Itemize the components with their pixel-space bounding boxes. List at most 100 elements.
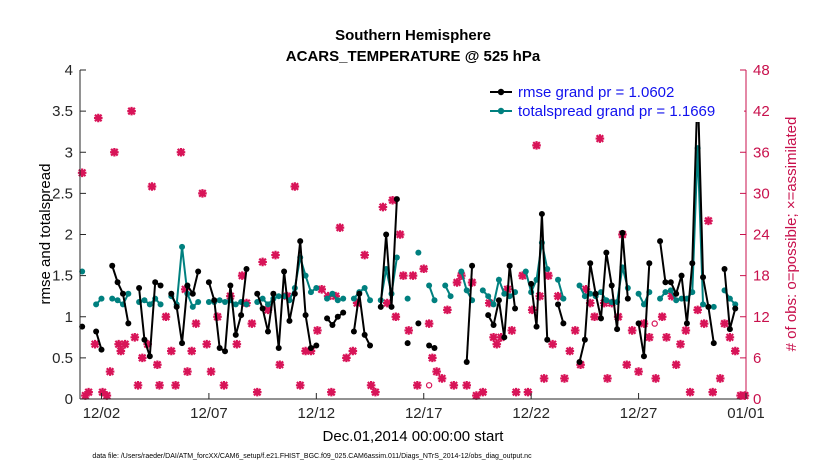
rmse-point (495, 297, 502, 304)
rmse-point (469, 262, 476, 269)
obs-assimilated-marker (133, 381, 143, 390)
obs-assimilated-marker (645, 333, 654, 342)
obs-assimilated-marker (180, 285, 190, 294)
obs-assimilated-x (639, 319, 649, 328)
rmse-point (350, 328, 357, 335)
obs-assimilated-x (595, 134, 605, 143)
obs-assimilated-marker (147, 182, 157, 191)
obs-assimilated-x (290, 182, 300, 191)
obs-assimilated-marker (492, 339, 502, 349)
obs-assimilated-x (715, 374, 725, 383)
spread-point (560, 295, 567, 302)
obs-assimilated-x (306, 346, 316, 356)
obs-assimilated-x (395, 230, 405, 239)
obs-assimilated-marker (399, 271, 408, 280)
y-tick-label: 2.5 (52, 185, 73, 202)
y-tick-label: 0 (65, 391, 73, 408)
rmse-point (243, 266, 250, 273)
rmse-point (533, 323, 540, 330)
rmse-point (673, 290, 680, 297)
obs-assimilated-marker (187, 346, 197, 356)
obs-assimilated-marker (327, 387, 336, 397)
obs-assimilated-x (725, 333, 735, 342)
obs-assimilated-x (437, 374, 447, 383)
rmse-point (635, 320, 642, 327)
rmse-point (227, 282, 234, 289)
rmse-point (721, 266, 728, 273)
obs-assimilated-x (77, 168, 87, 178)
spread-point (361, 284, 368, 291)
rmse-point (195, 268, 202, 275)
obs-assimilated-marker (544, 271, 553, 280)
obs-assimilated-marker (143, 339, 152, 349)
rmse-point (157, 282, 164, 289)
spread-point (555, 276, 562, 283)
obs-assimilated-marker (518, 271, 527, 280)
obs-assimilated-marker (428, 353, 437, 363)
obs-assimilated-x (720, 319, 729, 328)
obs-assimilated-marker (290, 182, 300, 191)
rmse-point (528, 280, 535, 287)
y2-tick-label: 24 (753, 227, 770, 244)
spread-point (710, 303, 717, 310)
obs-assimilated-marker (590, 312, 599, 322)
legend: rmse grand pr = 1.0602 totalspread grand… (486, 76, 744, 122)
rmse-point (506, 262, 513, 269)
y-tick-label: 3 (65, 144, 73, 161)
obs-assimilated-x (565, 346, 575, 356)
y2-tick-label: 12 (753, 309, 770, 326)
obs-assimilated-marker (130, 333, 140, 342)
chart-subtitle: ACARS_TEMPERATURE @ 525 hPa (286, 48, 541, 65)
rmse-point (324, 315, 331, 322)
obs-assimilated-x (206, 367, 216, 376)
obs-assimilated-x (388, 195, 397, 205)
obs-assimilated-x (90, 339, 100, 349)
rmse-point (683, 320, 690, 327)
obs-assimilated-marker (167, 346, 176, 356)
spread-point (657, 295, 664, 302)
obs-assimilated-x (399, 271, 408, 280)
spread-point (216, 297, 223, 304)
obs-assimilated-x (191, 319, 201, 328)
obs-assimilated-x (93, 113, 103, 123)
obs-assimilated-marker (81, 391, 90, 400)
obs-assimilated-x (102, 391, 112, 400)
rmse-point (587, 260, 594, 267)
obs-assimilated-x (432, 367, 441, 376)
rmse-point (388, 303, 395, 310)
x-tick-label: 12/17 (405, 405, 443, 422)
obs-assimilated-x (704, 216, 713, 226)
obs-assimilated-marker (155, 381, 164, 390)
rmse-line-segment (578, 232, 629, 363)
obs-assimilated-marker (198, 189, 207, 198)
obs-assimilated-x (560, 374, 569, 383)
spread-point (667, 287, 674, 294)
obs-assimilated-x (147, 182, 157, 191)
y2-tick-label: 0 (753, 391, 761, 408)
obs-assimilated-marker (371, 387, 380, 397)
obs-assimilated-x (360, 250, 369, 260)
obs-assimilated-x (143, 339, 152, 349)
obs-assimilated-marker (715, 374, 725, 383)
obs-assimilated-marker (219, 381, 229, 390)
obs-assimilated-marker (599, 298, 609, 308)
spread-line-segment (557, 279, 565, 299)
rmse-point (377, 303, 384, 310)
obs-assimilated-marker (462, 381, 471, 390)
obs-assimilated-x (378, 202, 388, 212)
obs-assimilated-x (462, 381, 471, 390)
spread-point (205, 298, 212, 305)
obs-assimilated-x (275, 360, 285, 370)
y2-tick-label: 6 (753, 350, 761, 367)
rmse-point (614, 326, 621, 333)
obs-assimilated-marker (685, 387, 695, 397)
obs-assimilated-x (645, 333, 654, 342)
obs-assimilated-x (176, 147, 186, 157)
obs-assimilated-x (424, 319, 434, 328)
rmse-point (313, 342, 320, 349)
spread-point (726, 295, 733, 302)
rmse-point (619, 229, 626, 236)
obs-assimilated-marker (532, 141, 541, 150)
obs-assimilated-x (667, 291, 677, 301)
y2-tick-label: 36 (753, 144, 770, 161)
